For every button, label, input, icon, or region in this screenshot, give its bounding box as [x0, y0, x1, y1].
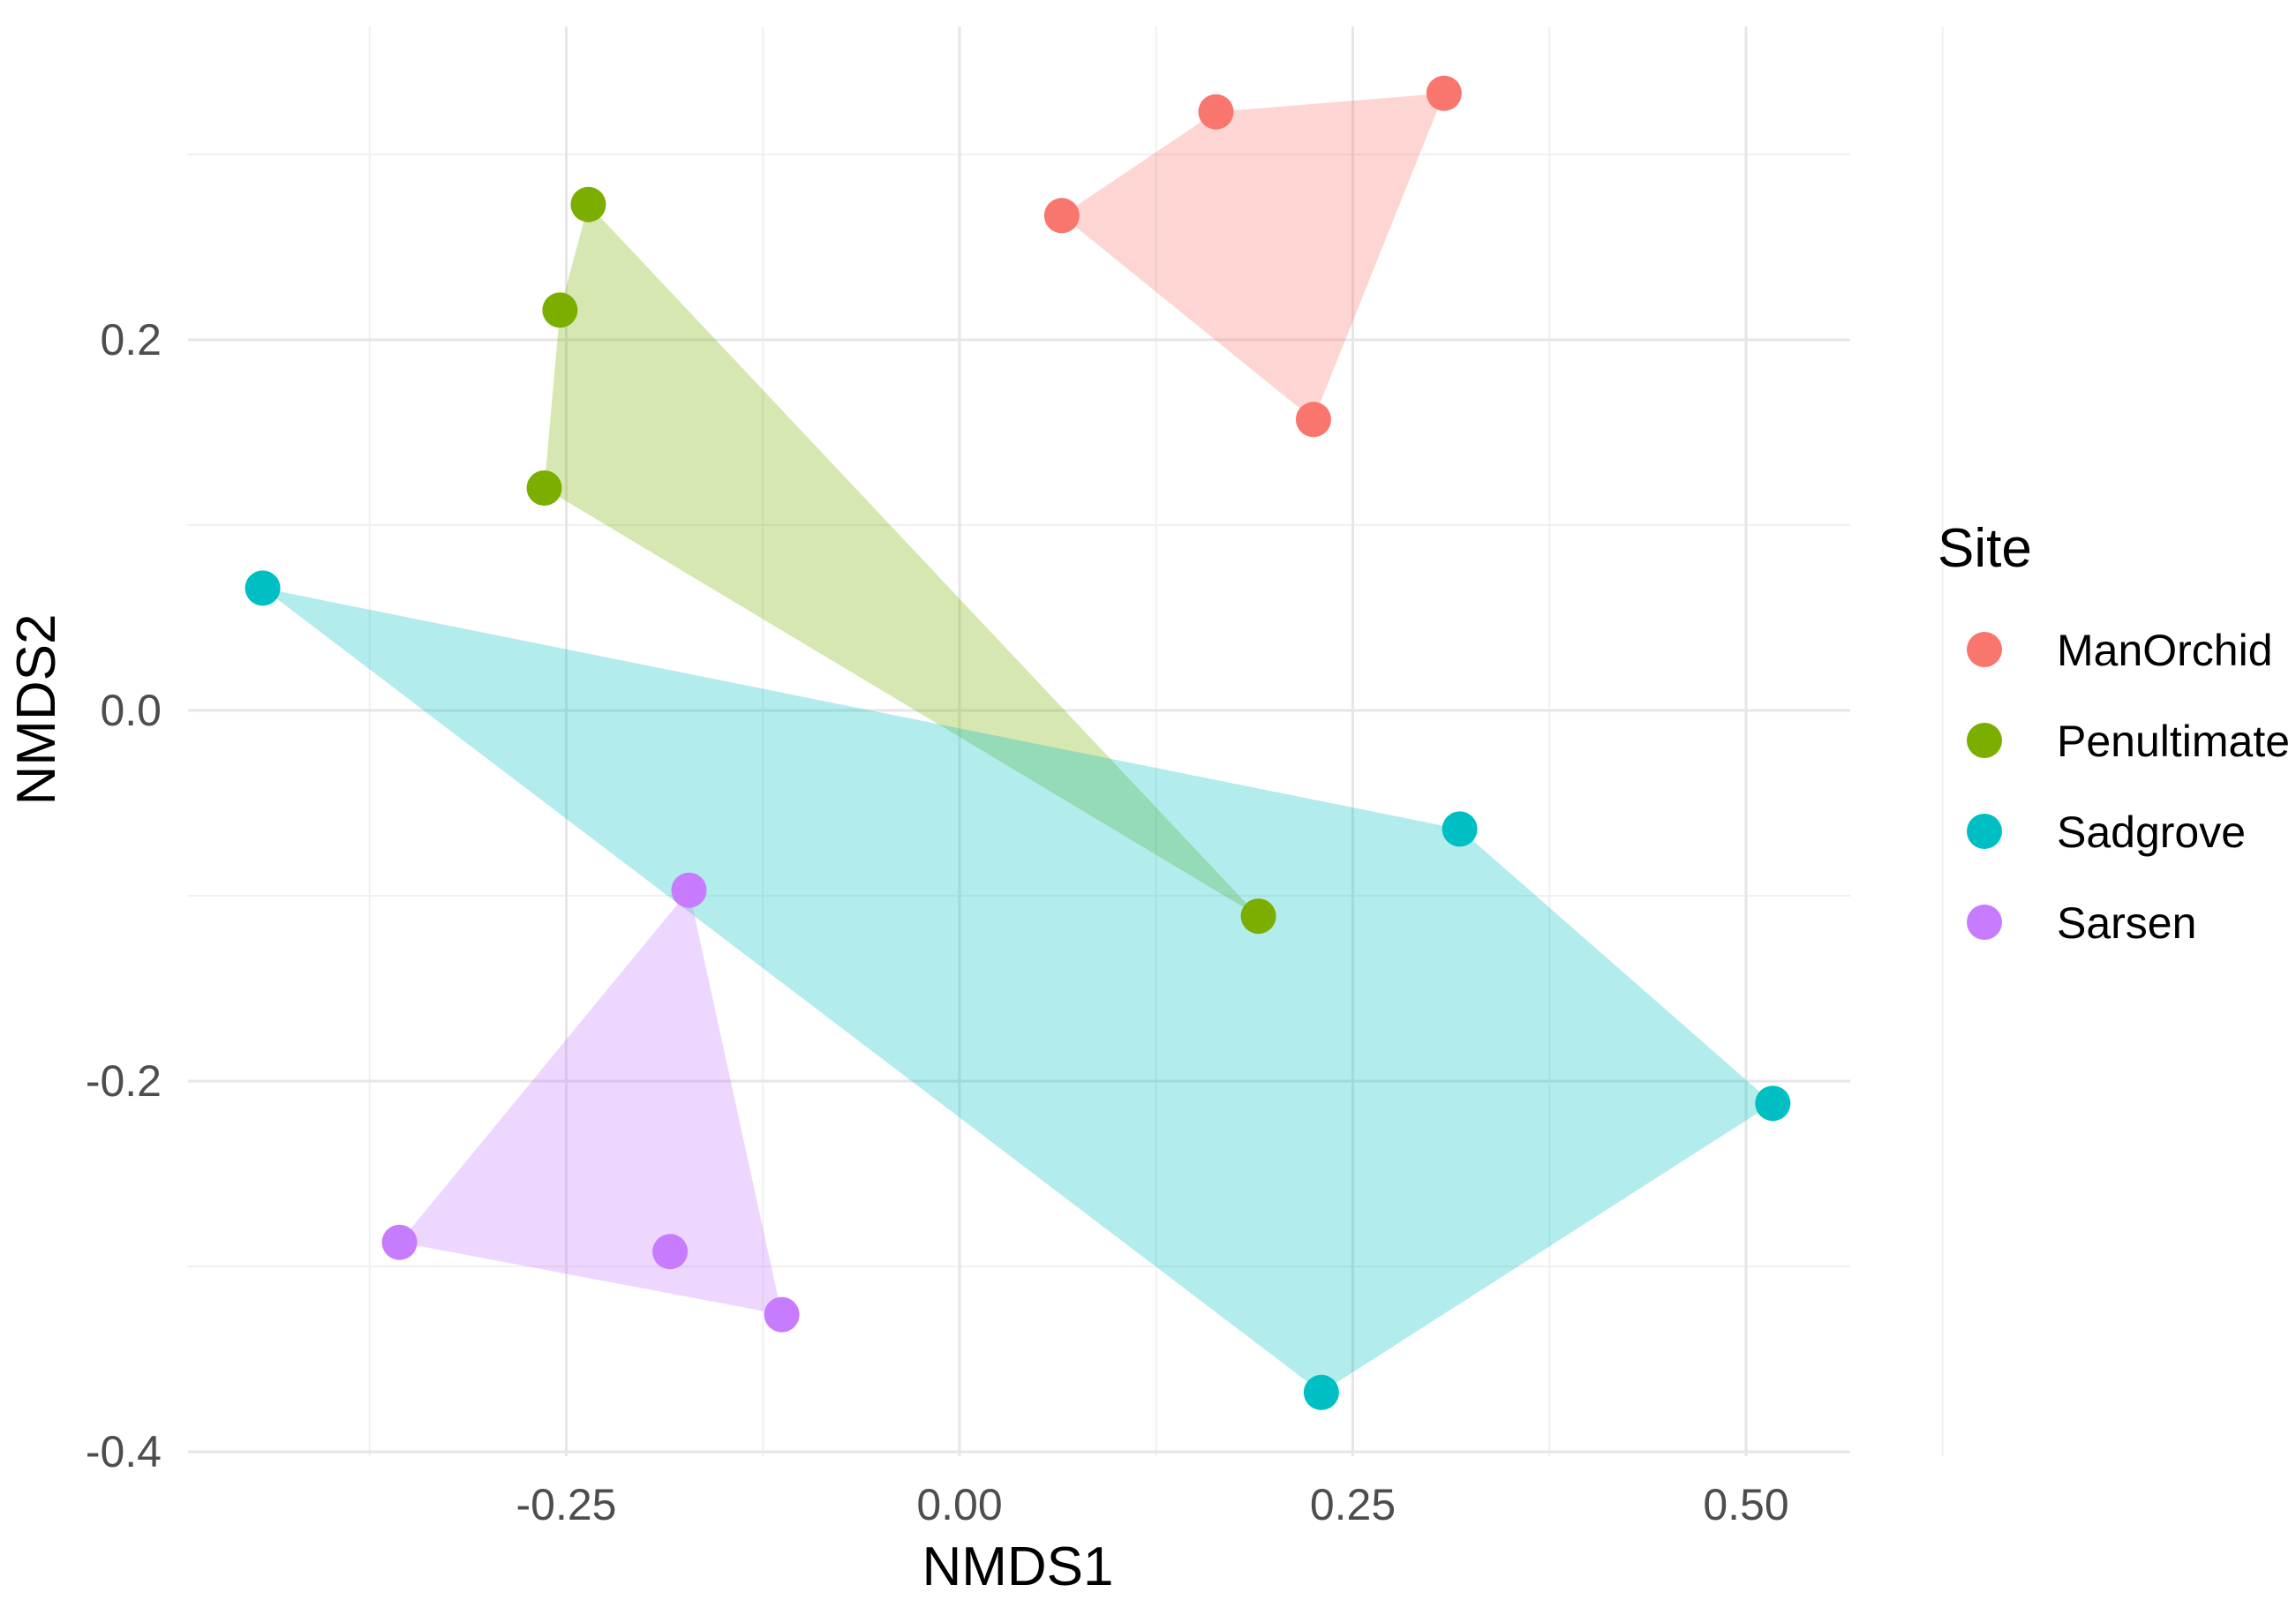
point-layer [245, 75, 1791, 1410]
legend-item-sadgrove: Sadgrove [1967, 808, 2246, 857]
legend-label: Sadgrove [2057, 808, 2246, 857]
x-axis-ticks: -0.25 0.00 0.25 0.50 [516, 1480, 1789, 1529]
legend-key [1967, 723, 2002, 758]
grid-major [188, 26, 1850, 1456]
grid-minor [188, 26, 1944, 1456]
point-sarsen-0 [671, 872, 707, 908]
legend-label: ManOrchid [2057, 626, 2273, 675]
point-penultimate-2 [526, 470, 562, 506]
legend-item-penultimate: Penultimate [1967, 717, 2290, 766]
legend-key [1967, 632, 2002, 667]
point-sarsen-1 [381, 1224, 418, 1260]
hull-manorchid [1061, 93, 1444, 420]
point-manorchid-2 [1426, 75, 1462, 111]
point-manorchid-1 [1198, 94, 1234, 130]
legend-item-sarsen: Sarsen [1967, 898, 2196, 948]
y-tick-label: -0.2 [86, 1056, 162, 1106]
point-sarsen-3 [764, 1296, 800, 1333]
y-tick-label: 0.2 [100, 315, 162, 364]
y-tick-label: -0.4 [86, 1427, 162, 1476]
legend-key [1967, 905, 2002, 940]
y-axis-title: NMDS2 [6, 613, 67, 805]
hull-layer [262, 93, 1773, 1393]
legend: Site ManOrchid Penultimate Sadgrove Sarsen [1938, 518, 2290, 948]
point-penultimate-0 [570, 186, 606, 222]
legend-items: ManOrchid Penultimate Sadgrove Sarsen [1967, 626, 2290, 948]
point-sarsen-2 [652, 1234, 689, 1270]
y-tick-label: 0.0 [100, 686, 162, 735]
x-tick-label: 0.50 [1703, 1480, 1788, 1529]
legend-label: Penultimate [2057, 717, 2290, 766]
point-sadgrove-0 [245, 570, 281, 606]
point-manorchid-0 [1043, 198, 1080, 234]
legend-title: Site [1938, 518, 2032, 579]
y-axis-ticks: -0.4 -0.2 0.0 0.2 [86, 315, 162, 1476]
legend-label: Sarsen [2057, 898, 2196, 948]
hull-penultimate [544, 204, 1259, 917]
x-tick-label: -0.25 [516, 1480, 617, 1529]
x-tick-label: 0.00 [916, 1480, 1002, 1529]
x-axis-title: NMDS1 [922, 1536, 1113, 1597]
point-sadgrove-1 [1442, 811, 1478, 847]
point-sadgrove-3 [1303, 1374, 1339, 1410]
legend-key [1967, 814, 2002, 849]
x-tick-label: 0.25 [1310, 1480, 1396, 1529]
point-penultimate-3 [1240, 898, 1276, 935]
point-penultimate-1 [542, 292, 578, 328]
hull-sadgrove [262, 588, 1773, 1393]
point-sadgrove-2 [1755, 1085, 1791, 1122]
hull-sarsen [399, 890, 782, 1315]
point-manorchid-3 [1295, 402, 1331, 438]
legend-item-manorchid: ManOrchid [1967, 626, 2273, 675]
